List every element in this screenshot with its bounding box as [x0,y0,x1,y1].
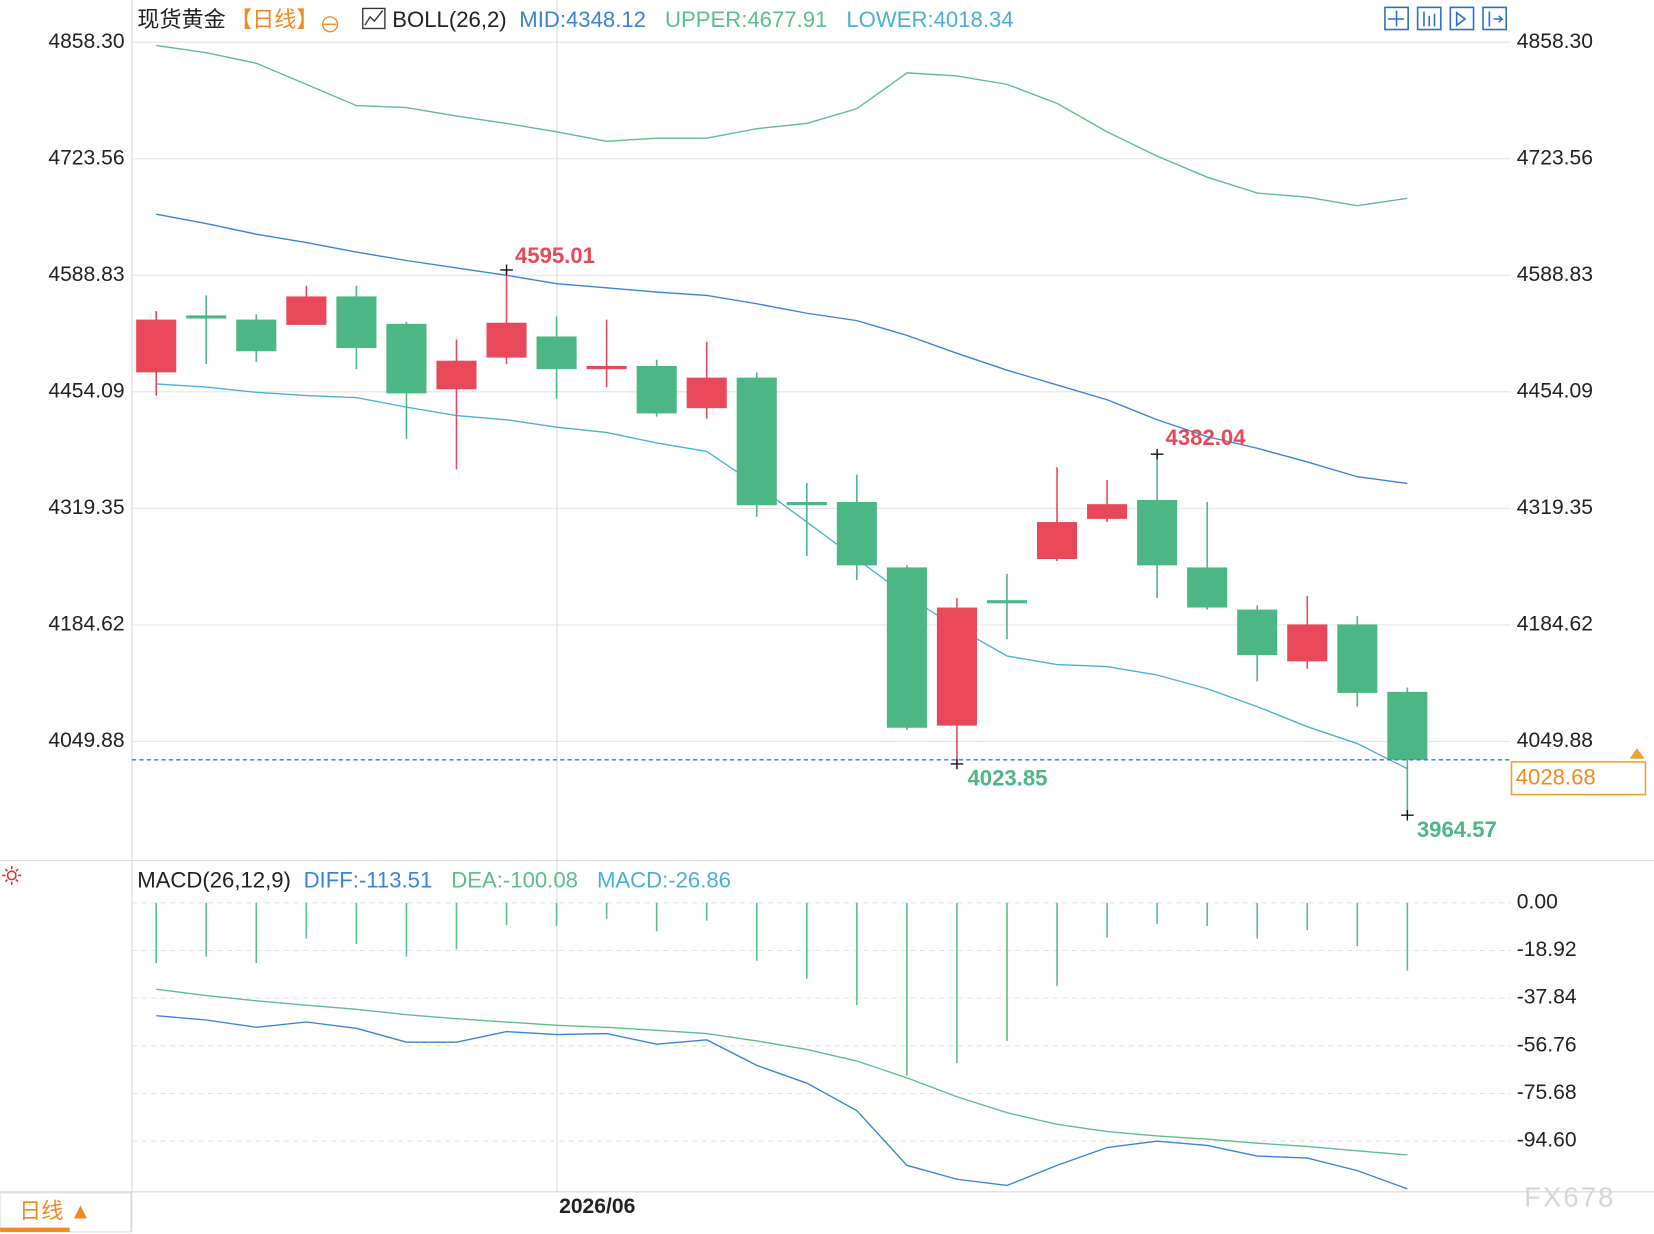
y2-tick-label: 4723.56 [1517,146,1593,169]
x-tick-label: 2026/06 [559,1195,635,1218]
extreme-label: 4023.85 [967,766,1047,791]
candle-body [1187,567,1228,608]
y2-tick-label: 4049.88 [1517,729,1593,752]
extreme-label: 4595.01 [515,243,595,268]
legend-entry: LOWER:4018.34 [846,7,1013,32]
y2-tick-label: -75.68 [1517,1081,1577,1104]
candle-body [686,377,727,409]
period-tab-box[interactable] [0,1192,132,1233]
period-tab[interactable]: 日线 ▲ [19,1199,91,1224]
extreme-marker [1401,809,1414,821]
candle-body [886,567,927,728]
y2-tick-label: 4319.35 [1517,496,1593,519]
toolbar-icon[interactable] [1416,6,1442,31]
last-price-box [1510,761,1647,796]
candle-body [1387,691,1428,760]
legend-entry: MID:4348.12 [519,7,646,32]
candle-body [186,315,227,319]
y2-tick-label: 4588.83 [1517,263,1593,286]
y-tick-label: 4454.09 [48,379,124,402]
toolbar-icon[interactable] [1449,6,1475,31]
macd-line [156,1014,1408,1190]
candle-body [586,365,627,370]
candle-body [1087,504,1128,519]
boll-line [156,383,1408,770]
y-tick-label: 4858.30 [48,30,124,53]
boll-icon [362,7,386,30]
period-tab-underline [0,1227,70,1232]
extreme-marker [950,758,964,770]
candle-body [636,365,677,414]
instrument-title: 现货黄金 [137,7,226,32]
candle-body [486,322,527,358]
indicator-icon[interactable] [2,865,22,885]
candle-body [736,377,777,506]
last-price-label: 4028.68 [1516,765,1596,790]
legend-entry: DIFF:-113.51 [304,868,433,893]
extreme-label: 4382.04 [1166,425,1247,450]
candle-body [236,319,277,352]
candle-body [1036,522,1078,560]
toolbar-icons[interactable] [1384,6,1508,31]
macd-line [156,988,1408,1156]
candle-body [286,296,327,325]
candle-body [986,600,1028,604]
toolbar-icon[interactable] [1482,6,1508,31]
candle-body [1137,499,1178,566]
boll-line [156,44,1408,207]
candle-body [386,323,427,394]
boll-line [156,213,1408,485]
toolbar-icon[interactable] [1384,6,1409,31]
extreme-label: 3964.57 [1417,817,1497,842]
candle-body [936,607,977,726]
candle-body [536,336,577,370]
toolbar-glyphs [1388,10,1504,27]
candle-body [336,296,377,349]
indicator-name: BOLL(26,2) [392,7,506,32]
y-tick-label: 4184.62 [48,612,124,635]
candle-body [1337,624,1378,693]
period-label: 【日线】 [230,7,318,32]
y2-tick-label: 0.00 [1517,890,1558,913]
candle-body [136,319,177,373]
extreme-marker [1150,448,1164,460]
y-tick-label: 4723.56 [48,146,124,169]
extreme-marker [500,264,513,276]
y2-tick-label: 4454.09 [1517,379,1593,402]
y-tick-label: 4588.83 [48,263,124,286]
candle-body [436,360,477,390]
candle-body [1287,624,1328,662]
watermark: FX678 [1524,1181,1615,1212]
indicator-name: MACD(26,12,9) [137,868,291,893]
y2-tick-label: 4184.62 [1517,612,1593,635]
candle-body [836,502,877,566]
y2-tick-label: -56.76 [1517,1033,1577,1056]
y-tick-label: 4319.35 [48,496,124,519]
legend-entry: UPPER:4677.91 [665,7,827,32]
legend-entry: DEA:-100.08 [451,868,578,893]
y2-tick-label: -94.60 [1517,1129,1577,1152]
last-price-arrow [1629,748,1645,759]
candle-body [786,502,827,506]
legend-entry: MACD:-26.86 [597,868,731,893]
y2-tick-label: -37.84 [1517,986,1577,1009]
period-icon [321,16,339,33]
y2-tick-label: 4858.30 [1517,30,1593,53]
y2-tick-label: -18.92 [1517,938,1577,961]
candle-body [1237,609,1278,656]
y-tick-label: 4049.88 [48,729,124,752]
